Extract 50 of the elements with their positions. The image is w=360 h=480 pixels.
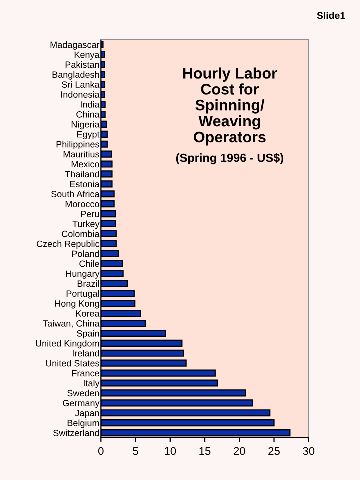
- y-tick-label: Italy: [84, 380, 100, 388]
- y-tick-label: Ireland: [73, 350, 100, 357]
- y-tick-label: Morocco: [66, 201, 100, 208]
- x-tick-label: 25: [268, 447, 280, 456]
- y-tick-label: Nigeria: [72, 121, 100, 130]
- y-tick-label: Indonesia: [61, 91, 100, 98]
- y-tick-label: United States: [46, 360, 100, 367]
- y-tick-label: Chile: [80, 260, 100, 268]
- y-tick-label: Philippines: [56, 141, 100, 150]
- y-tick-label: Madagascar: [50, 42, 100, 50]
- y-tick-label: Switzerland: [54, 430, 100, 436]
- y-tick-label: Belgium: [68, 420, 100, 428]
- y-tick-label: Poland: [72, 250, 100, 258]
- y-tick-label: Pakistan: [66, 61, 100, 68]
- x-tick-label: 10: [165, 447, 176, 456]
- x-tick-label: 30: [303, 447, 315, 456]
- y-tick-label: Colombia: [62, 230, 100, 238]
- y-tick-label: United Kingdom: [36, 340, 100, 349]
- text: Slide1: [317, 12, 346, 20]
- y-tick-label: Thailand: [65, 170, 100, 178]
- y-tick-label: Estonia: [70, 180, 100, 188]
- x-tick-label: 15: [200, 447, 211, 456]
- y-tick-label: Bangladesh: [52, 71, 100, 80]
- y-tick-label: Sweden: [68, 390, 100, 397]
- y-tick-label: Egypt: [77, 131, 100, 140]
- y-tick-label: Portugal: [66, 290, 100, 299]
- y-tick-label: Brazil: [78, 280, 100, 288]
- x-tick-label: 20: [234, 447, 246, 456]
- y-tick-label: Mauritius: [64, 151, 100, 158]
- y-tick-label: France: [72, 370, 100, 377]
- y-tick-label: Turkey: [72, 220, 100, 230]
- y-tick-label: Kenya: [74, 52, 100, 60]
- y-tick-label: Hong Kong: [55, 300, 100, 309]
- y-tick-label: Germany: [63, 400, 100, 408]
- y-tick-label: Japan: [75, 410, 100, 418]
- text: Hourly Labor Cost for Spinning/ Weaving Operators: [183, 68, 278, 146]
- y-tick-label: South Africa: [52, 190, 100, 198]
- text: (Spring 1996 - US$): [176, 153, 284, 165]
- y-tick-label: Mexico: [72, 160, 100, 168]
- x-tick-label: 5: [133, 447, 138, 456]
- y-tick-label: Sri Lanka: [62, 81, 100, 88]
- y-tick-label: China: [76, 111, 100, 118]
- x-tick-label: 0: [98, 447, 104, 456]
- y-tick-label: Spain: [77, 330, 100, 339]
- y-tick-label: India: [81, 101, 100, 108]
- y-tick-label: Korea: [76, 310, 100, 317]
- y-tick-label: Taiwan, China: [43, 320, 100, 328]
- y-tick-label: Czech Republic: [37, 240, 100, 250]
- y-tick-label: Hungary: [66, 270, 100, 279]
- y-tick-label: Peru: [81, 211, 100, 218]
